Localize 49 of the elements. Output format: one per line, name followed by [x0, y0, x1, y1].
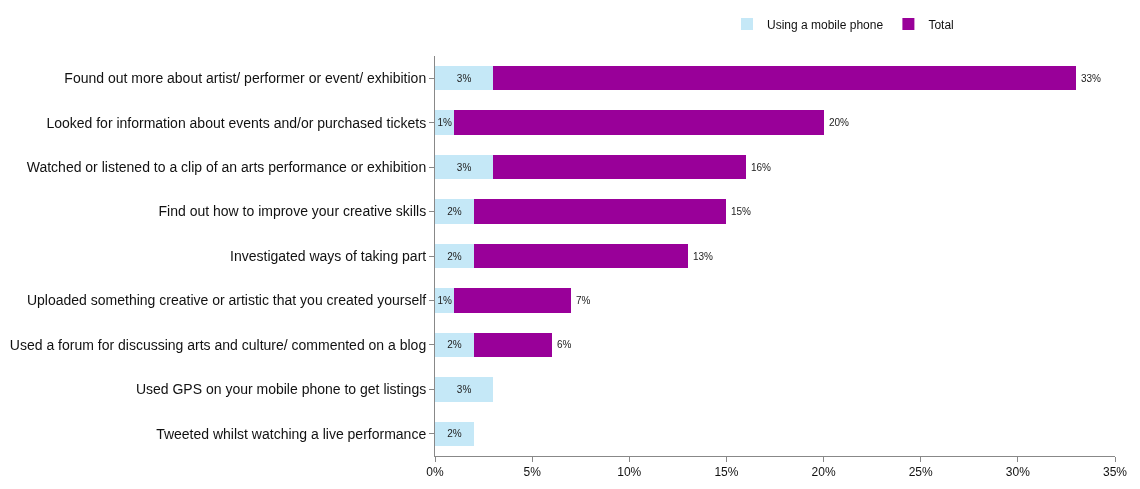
- total-label: 13%: [693, 251, 714, 262]
- x-tick-label: 30%: [1005, 465, 1031, 480]
- y-tick-label: Used GPS on your mobile phone to get listings: [135, 381, 427, 398]
- x-tick-label: 0%: [426, 465, 444, 480]
- data-label: 1%: [437, 294, 452, 306]
- x-tick-label: 15%: [714, 465, 739, 480]
- y-tick-label: Found out more about artist/ performer or event/ exhibition: [64, 70, 427, 87]
- total-label: 6%: [557, 339, 572, 350]
- x-tick-label: 25%: [908, 465, 934, 480]
- legend-label: Total: [928, 17, 954, 32]
- total-label: 15%: [731, 206, 752, 217]
- bar: [435, 377, 494, 402]
- bar: [454, 288, 571, 313]
- bar: [435, 421, 474, 446]
- y-tick-label: Looked for information about events and/or purchased tickets: [46, 114, 427, 131]
- total-label: 20%: [829, 117, 850, 128]
- y-tick-label: Used a forum for discussing arts and culture/ commented on a blog: [9, 336, 427, 353]
- bar: [473, 332, 552, 358]
- x-tick-label: 10%: [617, 465, 642, 480]
- y-tick-label: Find out how to improve your creative skills: [158, 203, 427, 220]
- bar: [493, 154, 746, 180]
- data-label: 2%: [447, 250, 462, 262]
- data-label: 3%: [456, 383, 472, 395]
- x-tick-label: 20%: [811, 465, 836, 480]
- bar: [473, 243, 688, 269]
- total-label: 16%: [751, 162, 772, 173]
- y-tick-label: Investigated ways of taking part: [230, 247, 427, 264]
- bar: [435, 199, 474, 224]
- bar: [435, 332, 474, 358]
- bar: [435, 154, 494, 180]
- total-label: 7%: [576, 295, 591, 306]
- y-tick-label: Tweeted whilst watching a live performance: [156, 425, 427, 442]
- data-label: 3%: [456, 72, 472, 84]
- data-label: 2%: [447, 339, 462, 351]
- data-label: 2%: [447, 428, 462, 440]
- data-label: 1%: [437, 117, 452, 129]
- legend-label: Using a mobile phone: [767, 17, 884, 32]
- x-tick-label: 35%: [1102, 465, 1128, 480]
- x-tick-label: 5%: [523, 465, 542, 480]
- bar: [435, 66, 494, 91]
- y-tick-label: Watched or listened to a clip of an arts performance or exhibition: [26, 159, 427, 176]
- total-label: 33%: [1081, 73, 1102, 84]
- bar: [493, 66, 1077, 91]
- bar: [473, 199, 727, 224]
- bar: [454, 110, 824, 135]
- data-label: 2%: [447, 206, 462, 218]
- data-label: 3%: [456, 161, 472, 173]
- y-tick-label: Uploaded something creative or artistic that you created yourself: [26, 292, 427, 309]
- bar: [435, 243, 474, 269]
